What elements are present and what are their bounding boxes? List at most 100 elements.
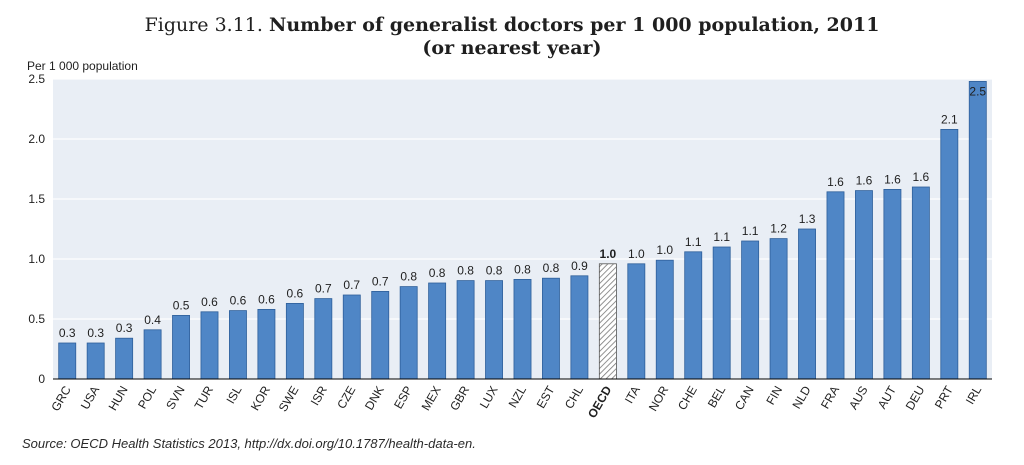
category-label-aut: AUT [875, 383, 899, 411]
bar-aus [855, 190, 873, 380]
value-label-swe: 0.6 [287, 286, 304, 300]
y-axis-ticks: 0 0.5 1.0 1.5 2.0 2.5 [28, 72, 45, 386]
value-label-oecd: 1.0 [600, 247, 617, 261]
y-tick-label: 0 [38, 372, 45, 386]
value-label-isr: 0.7 [315, 282, 332, 296]
value-label-prt: 2.1 [941, 112, 958, 126]
bar-nor [655, 259, 674, 380]
category-label-dnk: DNK [362, 384, 387, 413]
bar-tur [200, 311, 219, 380]
y-tick-label: 0.5 [28, 312, 45, 326]
category-label-nld: NLD [790, 383, 814, 411]
value-label-che: 1.1 [685, 235, 702, 249]
value-label-nzl: 0.8 [514, 262, 531, 276]
category-label-ita: ITA [622, 384, 643, 406]
bar-esp [399, 286, 418, 380]
category-label-tur: TUR [192, 383, 217, 412]
value-label-tur: 0.6 [201, 295, 218, 309]
category-label-aus: AUS [846, 384, 870, 412]
category-label-svn: SVN [163, 384, 187, 412]
category-label-swe: SWE [276, 384, 302, 415]
category-label-lux: LUX [477, 383, 501, 410]
bar-isl [229, 310, 247, 380]
chart-title: Figure 3.11. Number of generalist doctor… [0, 14, 1024, 60]
bar-aut [883, 188, 902, 380]
bar-can [741, 240, 760, 380]
category-label-pol: POL [135, 383, 159, 411]
value-label-kor: 0.6 [258, 292, 275, 306]
category-label-kor: KOR [248, 383, 273, 413]
value-label-esp: 0.8 [400, 270, 417, 284]
bar-swe [285, 302, 304, 380]
value-label-cze: 0.7 [343, 278, 360, 292]
y-tick-label: 2.0 [28, 132, 45, 146]
source-note: Source: OECD Health Statistics 2013, htt… [22, 436, 476, 451]
chart-title-main: Number of generalist doctors per 1 000 p… [268, 14, 880, 36]
bar-oecd [598, 263, 617, 380]
category-label-fra: FRA [818, 384, 842, 412]
bar-fra [826, 191, 845, 380]
bar-pol [143, 329, 162, 380]
bar-irl [968, 81, 987, 380]
category-label-isl: ISL [223, 383, 244, 406]
bar-che [684, 251, 703, 380]
value-label-grc: 0.3 [59, 326, 76, 340]
category-label-grc: GRC [48, 383, 74, 413]
bar-bel [712, 246, 731, 380]
category-label-usa: USA [78, 384, 102, 412]
figure-number: Figure 3.11. [144, 14, 263, 36]
bar-prt [940, 128, 959, 380]
value-label-can: 1.1 [742, 224, 759, 238]
bar-kor [257, 308, 276, 380]
value-label-fra: 1.6 [827, 175, 844, 189]
category-label-chl: CHL [562, 383, 586, 411]
value-label-nld: 1.3 [799, 212, 816, 226]
value-label-deu: 1.6 [913, 170, 930, 184]
category-label-prt: PRT [932, 383, 956, 411]
y-axis-unit-label: Per 1 000 population [27, 59, 138, 73]
category-label-esp: ESP [391, 384, 415, 412]
value-label-est: 0.8 [543, 261, 560, 275]
category-label-fin: FIN [763, 384, 785, 408]
value-label-lux: 0.8 [486, 264, 503, 278]
value-label-nor: 1.0 [656, 243, 673, 257]
value-label-svn: 0.5 [173, 298, 190, 312]
bar-est [542, 277, 560, 380]
bar-fin [769, 238, 788, 380]
bar-mex [428, 282, 447, 380]
value-label-dnk: 0.7 [372, 274, 389, 288]
category-label-cze: CZE [334, 384, 358, 412]
value-label-irl: 2.5 [969, 84, 986, 98]
category-label-isr: ISR [308, 383, 330, 408]
bar-nld [798, 228, 816, 380]
bar-gbr [456, 280, 475, 380]
category-label-hun: HUN [106, 384, 131, 414]
category-label-oecd: OECD [585, 383, 615, 420]
category-label-gbr: GBR [447, 383, 472, 413]
bar-dnk [371, 290, 390, 380]
bar-nzl [513, 278, 532, 380]
bar-svn [172, 314, 190, 380]
value-label-chl: 0.9 [571, 259, 588, 273]
bar-grc [58, 342, 77, 380]
value-label-pol: 0.4 [144, 313, 161, 327]
y-tick-label: 1.0 [28, 252, 45, 266]
category-label-che: CHE [675, 384, 700, 413]
value-label-aut: 1.6 [884, 172, 901, 186]
value-label-bel: 1.1 [713, 230, 730, 244]
value-label-aus: 1.6 [856, 174, 873, 188]
value-label-isl: 0.6 [230, 294, 247, 308]
value-label-hun: 0.3 [116, 321, 133, 335]
value-labels: 0.3 0.3 0.3 0.4 0.5 0.6 0.6 0.6 0.6 0.7 0.7 0.7 0.8 0… [59, 84, 987, 340]
bar-hun [115, 337, 134, 380]
y-tick-label: 2.5 [28, 72, 45, 86]
bar-deu [911, 186, 930, 380]
bar-cze [342, 294, 361, 380]
category-label-nor: NOR [646, 383, 672, 413]
bars [58, 81, 987, 380]
y-tick-label: 1.5 [28, 192, 45, 206]
category-label-nzl: NZL [506, 383, 530, 410]
value-label-ita: 1.0 [628, 247, 645, 261]
bar-chl [570, 275, 589, 380]
